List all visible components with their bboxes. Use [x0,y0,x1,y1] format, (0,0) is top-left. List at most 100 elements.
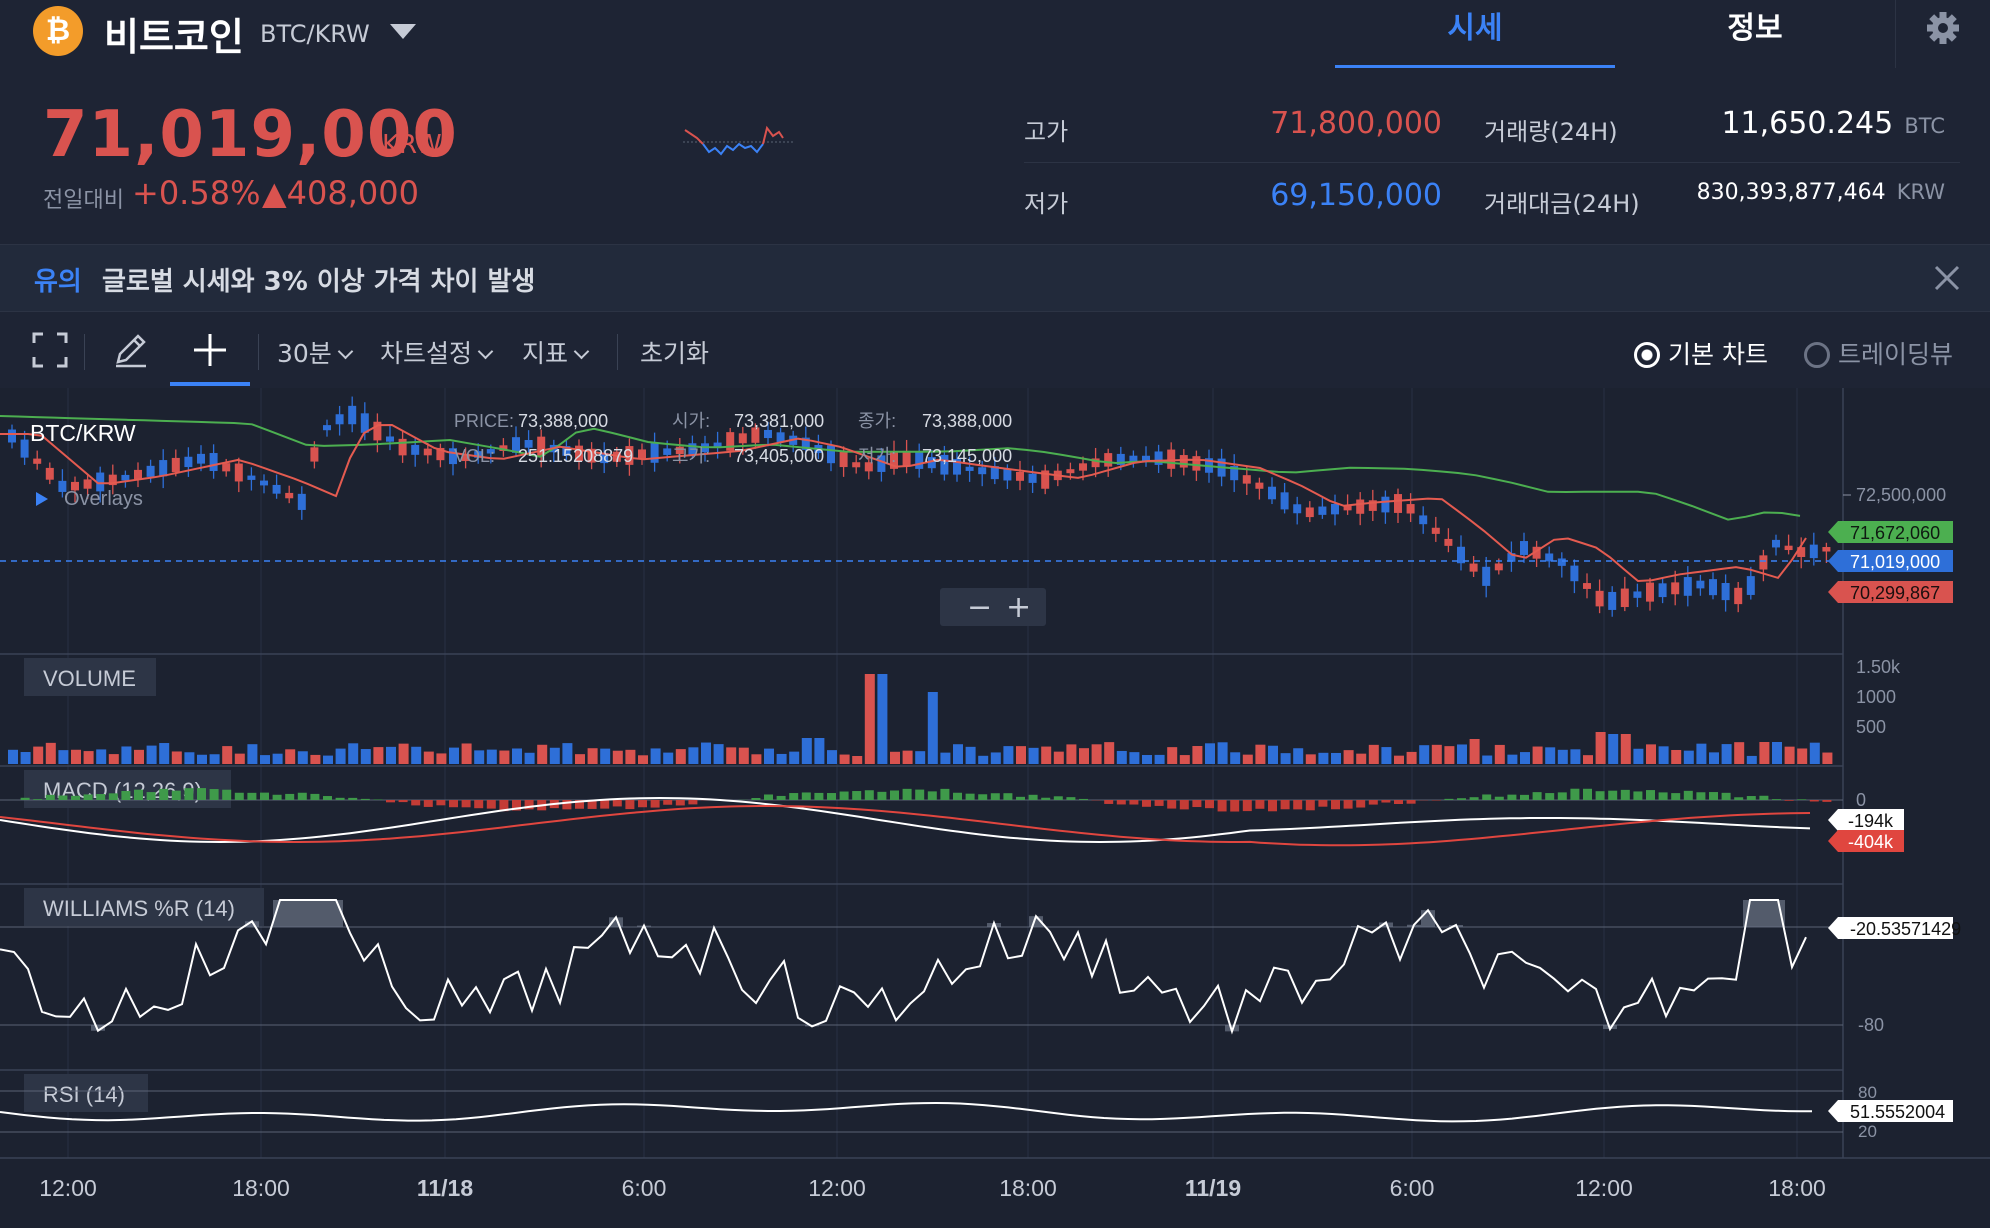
basic-chart-label: 기본 차트 [1668,340,1768,369]
macd-histogram-bar [1205,800,1214,809]
candle [877,455,886,472]
chart-settings-label: 차트설정 [380,339,473,368]
volume-bar [776,753,787,764]
volume-bar [486,749,497,764]
candle [121,474,130,481]
macd-histogram-bar [764,794,773,800]
play-icon[interactable] [36,492,48,506]
volume-24h-value: 11,650.245 [1721,106,1894,141]
candle [1091,458,1100,468]
macd-histogram-bar [360,798,370,800]
time-axis-label: 11/18 [417,1175,473,1201]
candle [373,421,382,441]
macd-histogram-bar [1494,796,1504,800]
candle [1129,455,1138,463]
pencil-icon[interactable] [110,330,150,370]
tab-info[interactable]: 정보 [1727,11,1783,46]
macd-histogram-bar [184,788,194,800]
macd-histogram-bar [1797,799,1807,800]
macd-histogram-bar [247,792,257,800]
ma-long-value: 71,672,060 [1850,523,1940,543]
macd-histogram-bar [499,800,509,812]
rsi-tag [1828,1100,1953,1122]
williams-overbought-fill [609,917,623,927]
volume-bar [171,751,182,764]
candle [625,446,634,465]
volume-bar [1305,754,1316,764]
candle [1696,580,1705,589]
candle [575,445,583,461]
indicators-menu[interactable]: 지표 [522,334,590,370]
candle [1822,547,1831,552]
volume-bar [1003,746,1014,764]
fullscreen-icon[interactable] [30,330,70,370]
indicators-label: 지표 [522,339,569,368]
candle [638,449,646,459]
candle [184,456,193,468]
macd-histogram-bar [234,792,244,800]
macd-histogram-bar [1658,792,1668,800]
macd-histogram-bar [562,800,572,810]
macd-histogram-bar [1016,796,1025,800]
time-axis-label: 12:00 [808,1175,866,1201]
crosshair-icon[interactable] [190,330,230,370]
volume-bar [323,755,333,764]
volume-bar [1809,742,1820,764]
chevron-down-icon[interactable] [390,24,416,39]
volume-bar [348,743,359,764]
macd-histogram-bar [663,800,673,805]
candle [1671,582,1680,595]
basic-chart-radio[interactable]: 기본 차트 [1634,335,1768,371]
macd-histogram-bar [486,800,496,809]
candle [940,454,949,475]
candle [537,436,546,456]
candle [1242,475,1251,484]
overlays-label[interactable]: Overlays [64,488,143,510]
candle [33,458,42,464]
candle [1457,546,1465,564]
volume-bar [827,750,837,764]
zoom-in-button[interactable]: + [1006,590,1031,625]
macd-histogram-bar [436,800,446,806]
gear-icon[interactable] [1895,0,1990,68]
candle [1179,455,1188,468]
tradingview-radio[interactable]: 트레이딩뷰 [1804,335,1953,371]
macd-histogram-bar [1784,800,1794,801]
candle [688,443,697,456]
macd-histogram-bar [1066,797,1076,800]
interval-select[interactable]: 30분 [277,334,354,370]
macd-histogram-bar [1280,800,1290,810]
rsi-label: RSI (14) [43,1082,125,1107]
volume-bar [1255,744,1266,764]
candle [247,475,256,480]
volume-bar [663,752,674,764]
macd-histogram-bar [1734,797,1744,800]
volume-bar [1091,744,1102,764]
volume-bar [978,755,989,764]
macd-histogram-bar [978,794,988,800]
candle [348,405,357,425]
header: ₿ 비트코인 BTC/KRW 시세 정보 [0,0,1990,69]
volume-bar [1595,732,1606,764]
volume-bar [58,750,69,764]
macd-histogram-bar [96,794,106,800]
candle [1079,463,1087,471]
volume-bar [1683,750,1694,764]
price-chart[interactable]: BTC/KRW Overlays PRICE: 73,388,000 시가: 7… [0,388,1990,1228]
macd-histogram-bar [285,793,295,800]
candle [1570,565,1579,582]
candle [839,451,848,468]
macd-histogram-bar [1545,793,1555,800]
williams-tag [1828,917,1953,939]
macd-histogram-bar [1079,798,1088,800]
macd-zero-tick: 0 [1856,790,1866,810]
chart-settings-menu[interactable]: 차트설정 [380,334,494,370]
volume-bar [575,754,585,764]
macd-histogram-bar [1482,794,1492,800]
macd-histogram-bar [688,800,698,805]
macd-histogram-bar [423,800,433,807]
zoom-out-button[interactable]: − [967,590,992,625]
tab-quote[interactable]: 시세 [1335,0,1615,68]
close-icon[interactable] [1930,261,1964,295]
reset-button[interactable]: 초기화 [640,339,710,368]
